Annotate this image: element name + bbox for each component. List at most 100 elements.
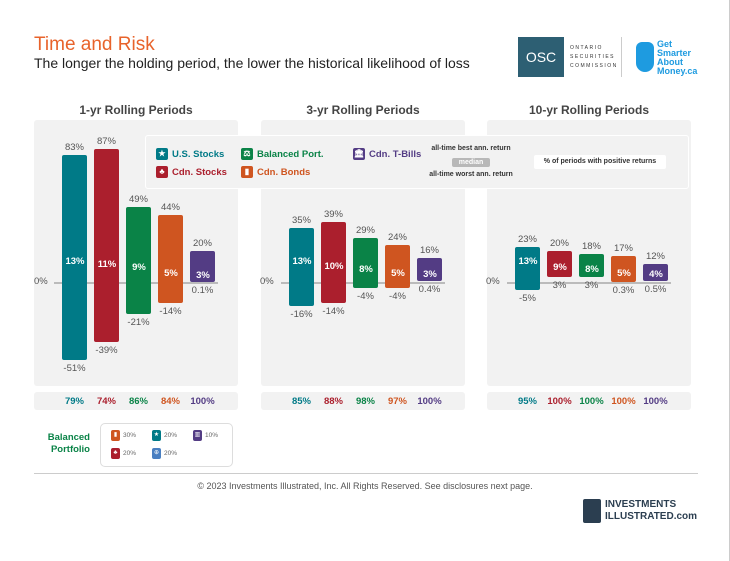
worst-label: -51% <box>63 363 86 375</box>
best-label: 44% <box>160 201 180 213</box>
bp-item: ♣ 20% <box>111 448 136 459</box>
median-label: 13% <box>65 256 85 268</box>
worst-label: 0.4% <box>418 284 441 296</box>
median-label: 13% <box>518 256 538 268</box>
bar <box>385 245 410 289</box>
positive-label: 98% <box>355 396 375 407</box>
positive-label: 100% <box>579 396 604 407</box>
positive-label: 84% <box>160 396 180 407</box>
star-icon: ★ <box>156 148 168 160</box>
bar <box>579 254 604 278</box>
best-label: 83% <box>64 142 84 153</box>
median-label: 10% <box>324 260 344 272</box>
bar <box>321 222 346 304</box>
bond-icon: ▮ <box>111 430 120 441</box>
best-label: 18% <box>581 241 601 253</box>
bp-pct: 10% <box>205 432 219 439</box>
panel-title: 10-yr Rolling Periods <box>528 103 650 117</box>
median-label: 5% <box>164 268 178 280</box>
panel-title: 3-yr Rolling Periods <box>306 103 420 117</box>
legend-cdn-stocks: ♣ Cdn. Stocks <box>156 166 227 178</box>
maple-leaf-icon: ♣ <box>156 166 168 178</box>
worst-label: -21% <box>127 317 150 329</box>
copyright: © 2023 Investments Illustrated, Inc. All… <box>197 481 533 491</box>
best-label: 87% <box>96 135 116 147</box>
median-label: 9% <box>553 262 567 274</box>
best-label: 39% <box>323 209 343 221</box>
best-label: 35% <box>291 215 311 227</box>
bar <box>515 246 540 290</box>
positive-label: 100% <box>417 396 442 407</box>
zero-label: 0% <box>34 276 48 287</box>
bar <box>643 263 668 282</box>
bar <box>158 214 183 304</box>
legend-best: all-time best ann. return <box>431 145 511 152</box>
positive-row <box>261 392 465 410</box>
worst-label: -16% <box>290 309 313 321</box>
positive-label: 100% <box>611 396 636 407</box>
bp-pct: 30% <box>123 432 137 439</box>
legend-us-stocks: ★ U.S. Stocks <box>156 148 224 160</box>
positive-label: 74% <box>96 396 116 407</box>
median-label: 8% <box>359 263 373 275</box>
bp-pct: 20% <box>123 450 137 457</box>
best-label: 17% <box>613 242 633 254</box>
scale-icon: ⚖ <box>241 148 253 160</box>
bar <box>126 207 151 315</box>
panel-title: 1-yr Rolling Periods <box>79 103 193 117</box>
legend-label: Cdn. T-Bills <box>369 148 422 160</box>
worst-label: -4% <box>389 291 406 303</box>
worst-label: 0.5% <box>644 284 667 296</box>
bar <box>190 251 215 282</box>
best-label: 16% <box>419 244 439 256</box>
median-label: 4% <box>649 269 663 281</box>
positive-label: 86% <box>128 396 148 407</box>
median-label: 5% <box>617 268 631 280</box>
positive-label: 85% <box>291 396 311 407</box>
best-label: 20% <box>549 238 569 250</box>
legend-median: median <box>452 158 490 167</box>
legend: ★ U.S. Stocks ♣ Cdn. Stocks ⚖ Balanced Port… <box>145 135 689 189</box>
bp-item: ▮ 30% <box>111 430 136 441</box>
bar <box>289 228 314 307</box>
median-label: 13% <box>292 256 312 268</box>
worst-label: 0.3% <box>612 284 635 296</box>
legend-label: Cdn. Stocks <box>172 166 227 178</box>
worst-label: 3% <box>584 280 599 292</box>
legend-cdn-bonds: ▮ Cdn. Bonds <box>241 166 310 178</box>
legend-label: Cdn. Bonds <box>257 166 311 178</box>
bar <box>62 155 87 361</box>
bp-item: ★ 20% <box>152 430 177 441</box>
investments-illustrated-logo: INVESTMENTS ILLUSTRATED.com <box>605 499 698 522</box>
worst-label: -14% <box>322 306 345 318</box>
positive-row <box>34 392 238 410</box>
positive-label: 100% <box>190 396 215 407</box>
bar <box>417 257 442 282</box>
star-icon: ★ <box>152 430 161 441</box>
footer-divider <box>34 473 698 474</box>
bar <box>547 251 572 278</box>
bank-icon: 🏛 <box>353 148 365 160</box>
logo-divider <box>621 37 622 77</box>
legend-balanced: ⚖ Balanced Port. <box>241 148 324 160</box>
bp-pct: 20% <box>164 450 178 457</box>
median-label: 3% <box>196 269 210 281</box>
legend-label: Balanced Port. <box>257 148 324 160</box>
best-label: 49% <box>128 194 148 206</box>
median-label: 8% <box>585 263 599 275</box>
bp-item: ⊕ 20% <box>152 448 177 459</box>
osc-name: ONTARIO SECURITIES COMMISSION <box>570 44 618 71</box>
osc-name-line: ONTARIO <box>570 45 603 51</box>
balanced-portfolio-box: ▮ 30% ★ 20% ▥ 10% ♣ 20% ⊕ 20% <box>100 423 233 467</box>
zero-label: 0% <box>486 276 500 287</box>
worst-label: 3% <box>552 280 567 292</box>
positive-label: 88% <box>323 396 343 407</box>
owl-icon <box>636 42 654 72</box>
osc-name-line: SECURITIES <box>570 54 616 60</box>
bar <box>94 148 119 342</box>
balanced-portfolio-label: Balanced Portfolio <box>47 432 90 455</box>
positive-label: 100% <box>547 396 572 407</box>
bond-icon: ▮ <box>241 166 253 178</box>
best-label: 12% <box>645 250 665 262</box>
legend-label: U.S. Stocks <box>172 148 225 160</box>
